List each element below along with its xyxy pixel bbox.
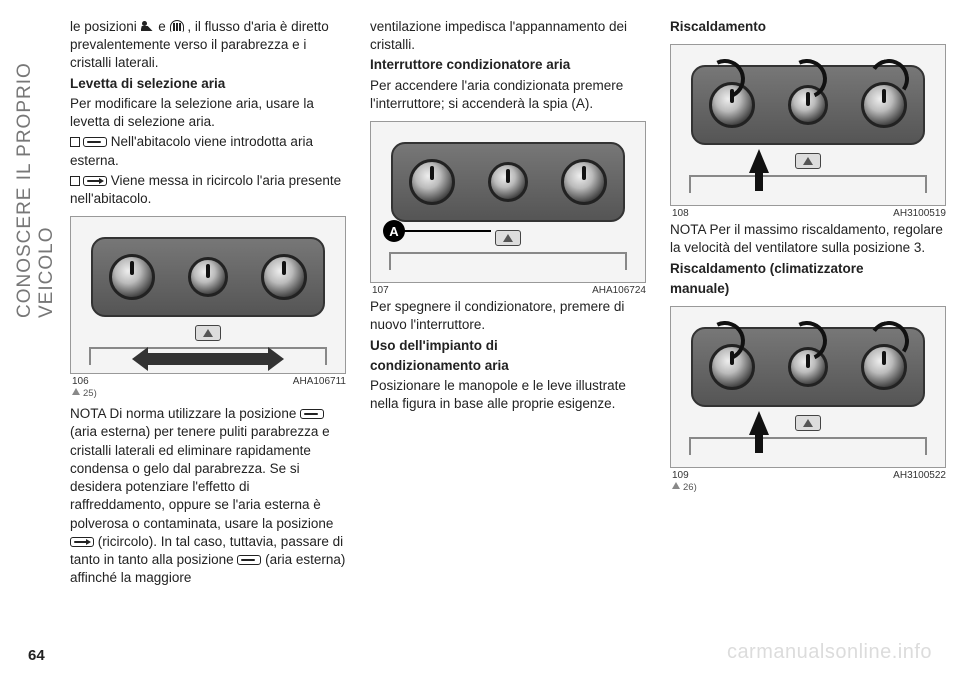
fig109-code: AH3100522 (893, 470, 946, 481)
c2-h2b: condizionamento aria (370, 357, 648, 375)
c2-h1: Interruttore condizionatore aria (370, 56, 648, 74)
columns: le posizioni e , il flusso d'aria è dire… (70, 18, 948, 678)
figure-108 (670, 44, 946, 206)
fig106-caption: 106 AHA106711 (70, 376, 348, 387)
c2-p4: Posizionare le manopole e le leve illust… (370, 377, 648, 413)
fig108-num: 108 (672, 208, 689, 219)
c1-p1: le posizioni e , il flusso d'aria è dire… (70, 18, 348, 73)
fig106-num: 106 (72, 376, 89, 387)
fresh-air-icon (237, 555, 261, 565)
figure-109-wrap: 109 AH3100522 26) (670, 306, 948, 497)
dial-right (561, 159, 607, 205)
fig107-caption: 107 AHA106724 (370, 285, 648, 296)
tray-slot (389, 252, 627, 270)
c3-p1: NOTA Per il massimo riscaldamento, regol… (670, 221, 948, 257)
c1-p3a: NOTA Di norma utilizzare la posizione (70, 406, 300, 421)
square-icon (70, 176, 80, 186)
c1-p1a: le posizioni (70, 19, 141, 34)
section-tab: CONOSCERE IL PROPRIO VEICOLO (14, 18, 40, 318)
hvac-panel (91, 237, 325, 317)
tray-slot (689, 437, 927, 455)
fig109-footnote: 26) (672, 482, 948, 493)
fig107-code: AHA106724 (592, 285, 646, 296)
warning-triangle-icon (72, 388, 80, 395)
c1-p2: Per modificare la selezione aria, usare … (70, 95, 348, 131)
dial-left (109, 254, 155, 300)
up-arrow-icon (749, 411, 769, 435)
c2-h2a: Uso dell'impianto di (370, 337, 648, 355)
c2-p1: ventilazione impedisca l'appannamento de… (370, 18, 648, 54)
fresh-air-icon (83, 137, 107, 147)
warning-triangle-icon (672, 482, 680, 489)
fig106-footnote: 25) (72, 388, 348, 399)
watermark: carmanualsonline.info (727, 641, 932, 664)
fig109-num: 109 (672, 470, 689, 481)
col-3: Riscaldamento 108 (670, 18, 948, 678)
c1-b2t: Viene messa in ricircolo l'aria presente… (70, 173, 341, 206)
fig109-caption: 109 AH3100522 (670, 470, 948, 481)
fig106-code: AHA106711 (293, 376, 346, 387)
c1-p3b: (aria esterna) per tenere puliti parabre… (70, 424, 333, 530)
c3-h2b: manuale) (670, 280, 948, 298)
recirc-icon (83, 176, 107, 186)
up-arrow-icon (749, 149, 769, 173)
hvac-panel (391, 142, 625, 222)
c1-p1b: e (155, 19, 170, 34)
figure-106-wrap: 106 AHA106711 25) (70, 216, 348, 403)
square-icon (70, 137, 80, 147)
fig107-num: 107 (372, 285, 389, 296)
c2-p2: Per accendere l'aria condizionata premer… (370, 77, 648, 113)
page-number: 64 (28, 647, 45, 664)
hazard-button (795, 153, 821, 169)
figure-106 (70, 216, 346, 374)
dial-right (261, 254, 307, 300)
c3-h2a: Riscaldamento (climatizzatore (670, 260, 948, 278)
dial-mid (488, 162, 528, 202)
hazard-button (495, 230, 521, 246)
hazard-button (795, 415, 821, 431)
figure-107-wrap: A 107 AHA106724 (370, 121, 648, 296)
figure-107: A (370, 121, 646, 283)
c1-b2: Viene messa in ricircolo l'aria presente… (70, 172, 348, 208)
c2-p3: Per spegnere il condizionatore, premere … (370, 298, 648, 334)
hazard-button (195, 325, 221, 341)
defrost-icon (170, 20, 184, 32)
fig108-code: AH3100519 (893, 208, 946, 219)
dial-mid (188, 257, 228, 297)
recirc-icon (70, 537, 94, 547)
dial-left (409, 159, 455, 205)
col-1: le posizioni e , il flusso d'aria è dire… (70, 18, 348, 678)
figure-108-wrap: 108 AH3100519 (670, 44, 948, 219)
fresh-air-icon (300, 409, 324, 419)
lever-arrow-icon (148, 353, 268, 365)
col-2: ventilazione impedisca l'appannamento de… (370, 18, 648, 678)
person-defrost-icon (141, 20, 155, 32)
c1-h1: Levetta di selezione aria (70, 75, 348, 93)
fig108-caption: 108 AH3100519 (670, 208, 948, 219)
fn25: 25) (83, 388, 97, 399)
manual-page: CONOSCERE IL PROPRIO VEICOLO le posizion… (0, 0, 960, 678)
callout-a-line (401, 230, 491, 232)
figure-109 (670, 306, 946, 468)
tray-slot (689, 175, 927, 193)
fn26: 26) (683, 482, 697, 493)
c1-b1: Nell'abitacolo viene introdotta aria est… (70, 133, 348, 169)
c1-p3: NOTA Di norma utilizzare la posizione (a… (70, 405, 348, 587)
c3-h1: Riscaldamento (670, 18, 948, 36)
